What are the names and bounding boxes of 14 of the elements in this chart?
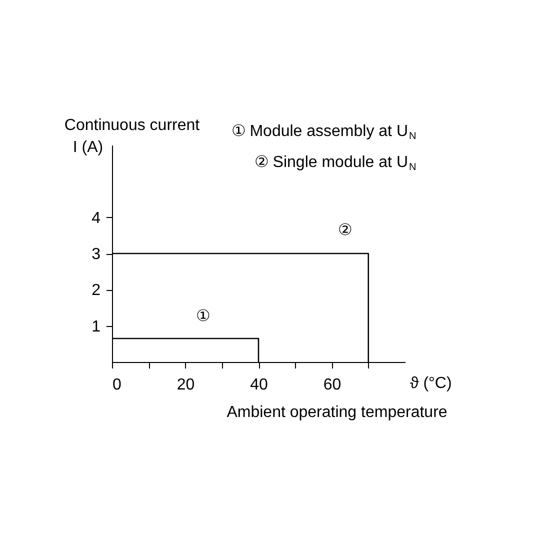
y-tick-label: 3 bbox=[92, 246, 101, 263]
text: I (A) bbox=[72, 139, 104, 156]
x-tick-label: 60 bbox=[323, 376, 342, 394]
x-tick-label: 40 bbox=[250, 376, 268, 394]
x-tick-label: 20 bbox=[176, 376, 195, 394]
x-tick-label: 0 bbox=[112, 376, 122, 394]
y-tick-label: 1 bbox=[92, 318, 101, 336]
text: ϑ (°C) bbox=[410, 375, 452, 392]
y-tick-label: 4 bbox=[92, 210, 101, 227]
y-axis-title: Continuous current bbox=[64, 117, 200, 134]
x-axis-title: Ambient operating temperature bbox=[226, 404, 448, 421]
annotation: ② bbox=[338, 222, 352, 239]
y-tick-label: 2 bbox=[92, 282, 101, 300]
annotation: ① bbox=[196, 308, 210, 325]
